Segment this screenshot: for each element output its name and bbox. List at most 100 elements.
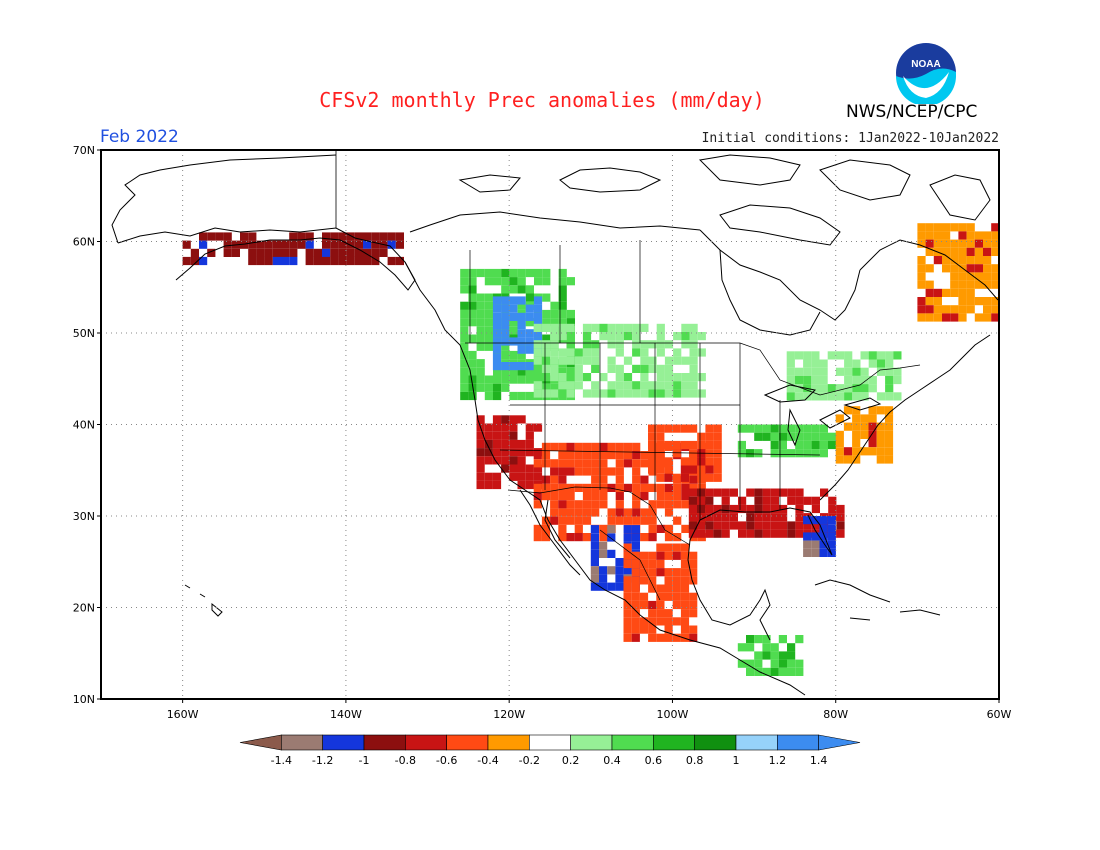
anomaly-cell — [672, 449, 681, 458]
anomaly-cell — [574, 483, 583, 492]
anomaly-cell — [664, 568, 673, 577]
anomaly-cell — [492, 431, 502, 440]
anomaly-cell — [925, 223, 934, 232]
anomaly-cell — [541, 364, 551, 373]
anomaly-cell — [501, 383, 510, 392]
anomaly-cell — [207, 232, 216, 241]
anomaly-cell — [517, 472, 526, 481]
anomaly-cell — [484, 326, 493, 335]
anomaly-cell — [533, 312, 543, 321]
anomaly-cell — [363, 256, 372, 266]
anomaly-cell — [664, 625, 673, 634]
anomaly-cell — [648, 465, 657, 474]
anomaly-cell — [541, 516, 551, 525]
anomaly-cell — [566, 389, 575, 398]
anomaly-cell — [591, 340, 600, 349]
anomaly-cell — [958, 297, 967, 306]
anomaly-cell — [983, 297, 992, 306]
anomaly-cell — [574, 442, 583, 451]
anomaly-cell — [754, 496, 763, 505]
anomaly-cell — [484, 439, 493, 449]
anomaly-cell — [492, 480, 502, 490]
anomaly-cell — [648, 356, 657, 365]
anomaly-cell — [876, 367, 886, 376]
anomaly-cell — [778, 659, 787, 668]
anomaly-cell — [681, 381, 690, 390]
anomaly-cell — [974, 272, 983, 281]
anomaly-cell — [705, 440, 714, 450]
anomaly-cell — [582, 533, 592, 542]
anomaly-cell — [623, 525, 632, 534]
anomaly-cell — [640, 373, 649, 382]
anomaly-cell — [673, 389, 682, 398]
anomaly-cell — [835, 455, 844, 464]
anomaly-cell — [566, 318, 575, 327]
lon-label: 60W — [987, 708, 1012, 721]
anomaly-cell — [844, 359, 853, 368]
anomaly-cell — [541, 475, 551, 484]
anomaly-cell — [876, 447, 885, 456]
anomaly-cell — [664, 617, 673, 626]
anomaly-cell — [468, 318, 477, 327]
anomaly-cell — [680, 440, 689, 450]
anomaly-cell — [966, 272, 975, 281]
anomaly-cell — [468, 359, 477, 368]
anomaly-cell — [656, 332, 665, 341]
anomaly-cell — [983, 280, 992, 289]
anomaly-cell — [803, 375, 812, 385]
anomaly-cell — [991, 223, 999, 232]
anomaly-cell — [754, 504, 763, 514]
anomaly-cell — [836, 521, 845, 530]
anomaly-cell — [746, 488, 755, 497]
anomaly-cell — [632, 332, 641, 341]
anomaly-cell — [852, 392, 861, 401]
anomaly-cell — [893, 367, 902, 376]
colorbar-swatch — [694, 734, 737, 751]
anomaly-cell — [640, 451, 649, 460]
anomaly-cell — [460, 391, 469, 401]
anomaly-cell — [599, 549, 608, 558]
anomaly-cell — [680, 424, 689, 433]
anomaly-cell — [697, 521, 706, 530]
anomaly-cell — [689, 381, 698, 390]
anomaly-cell — [517, 464, 526, 473]
anomaly-cell — [770, 521, 779, 530]
anomaly-cell — [566, 367, 575, 376]
anomaly-cell — [363, 240, 372, 249]
anomaly-cell — [787, 488, 796, 497]
anomaly-cell — [534, 277, 543, 286]
anomaly-cell — [582, 323, 592, 332]
anomaly-cell — [509, 375, 518, 384]
anomaly-cell — [688, 513, 697, 522]
anomaly-cell — [476, 293, 485, 302]
anomaly-cell — [664, 465, 673, 474]
anomaly-cell — [762, 643, 771, 652]
anomaly-cell — [958, 231, 967, 240]
anomaly-cell — [713, 465, 722, 474]
anomaly-cell — [697, 432, 706, 441]
anomaly-cell — [811, 375, 820, 385]
anomaly-cell — [550, 508, 559, 517]
anomaly-cell — [656, 592, 665, 601]
anomaly-cell — [680, 465, 689, 474]
anomaly-cell — [787, 521, 796, 530]
anomaly-cell — [240, 240, 249, 249]
anomaly-cell — [509, 268, 518, 278]
anomaly-cell — [754, 424, 763, 433]
anomaly-cell — [476, 326, 485, 335]
anomaly-cell — [517, 312, 526, 321]
anomaly-cell — [566, 309, 575, 319]
anomaly-cell — [387, 232, 396, 241]
anomaly-cell — [623, 533, 632, 542]
anomaly-cell — [680, 633, 690, 642]
anomaly-cell — [623, 559, 632, 569]
anomaly-cell — [991, 272, 999, 281]
anomaly-cell — [680, 617, 690, 626]
anomaly-cell — [754, 529, 763, 538]
anomaly-cell — [468, 268, 477, 278]
anomaly-cell — [933, 305, 942, 314]
lat-label: 60N — [73, 236, 95, 249]
anomaly-cell — [860, 447, 869, 456]
anomaly-cell — [525, 345, 534, 354]
anomaly-cell — [338, 232, 347, 241]
